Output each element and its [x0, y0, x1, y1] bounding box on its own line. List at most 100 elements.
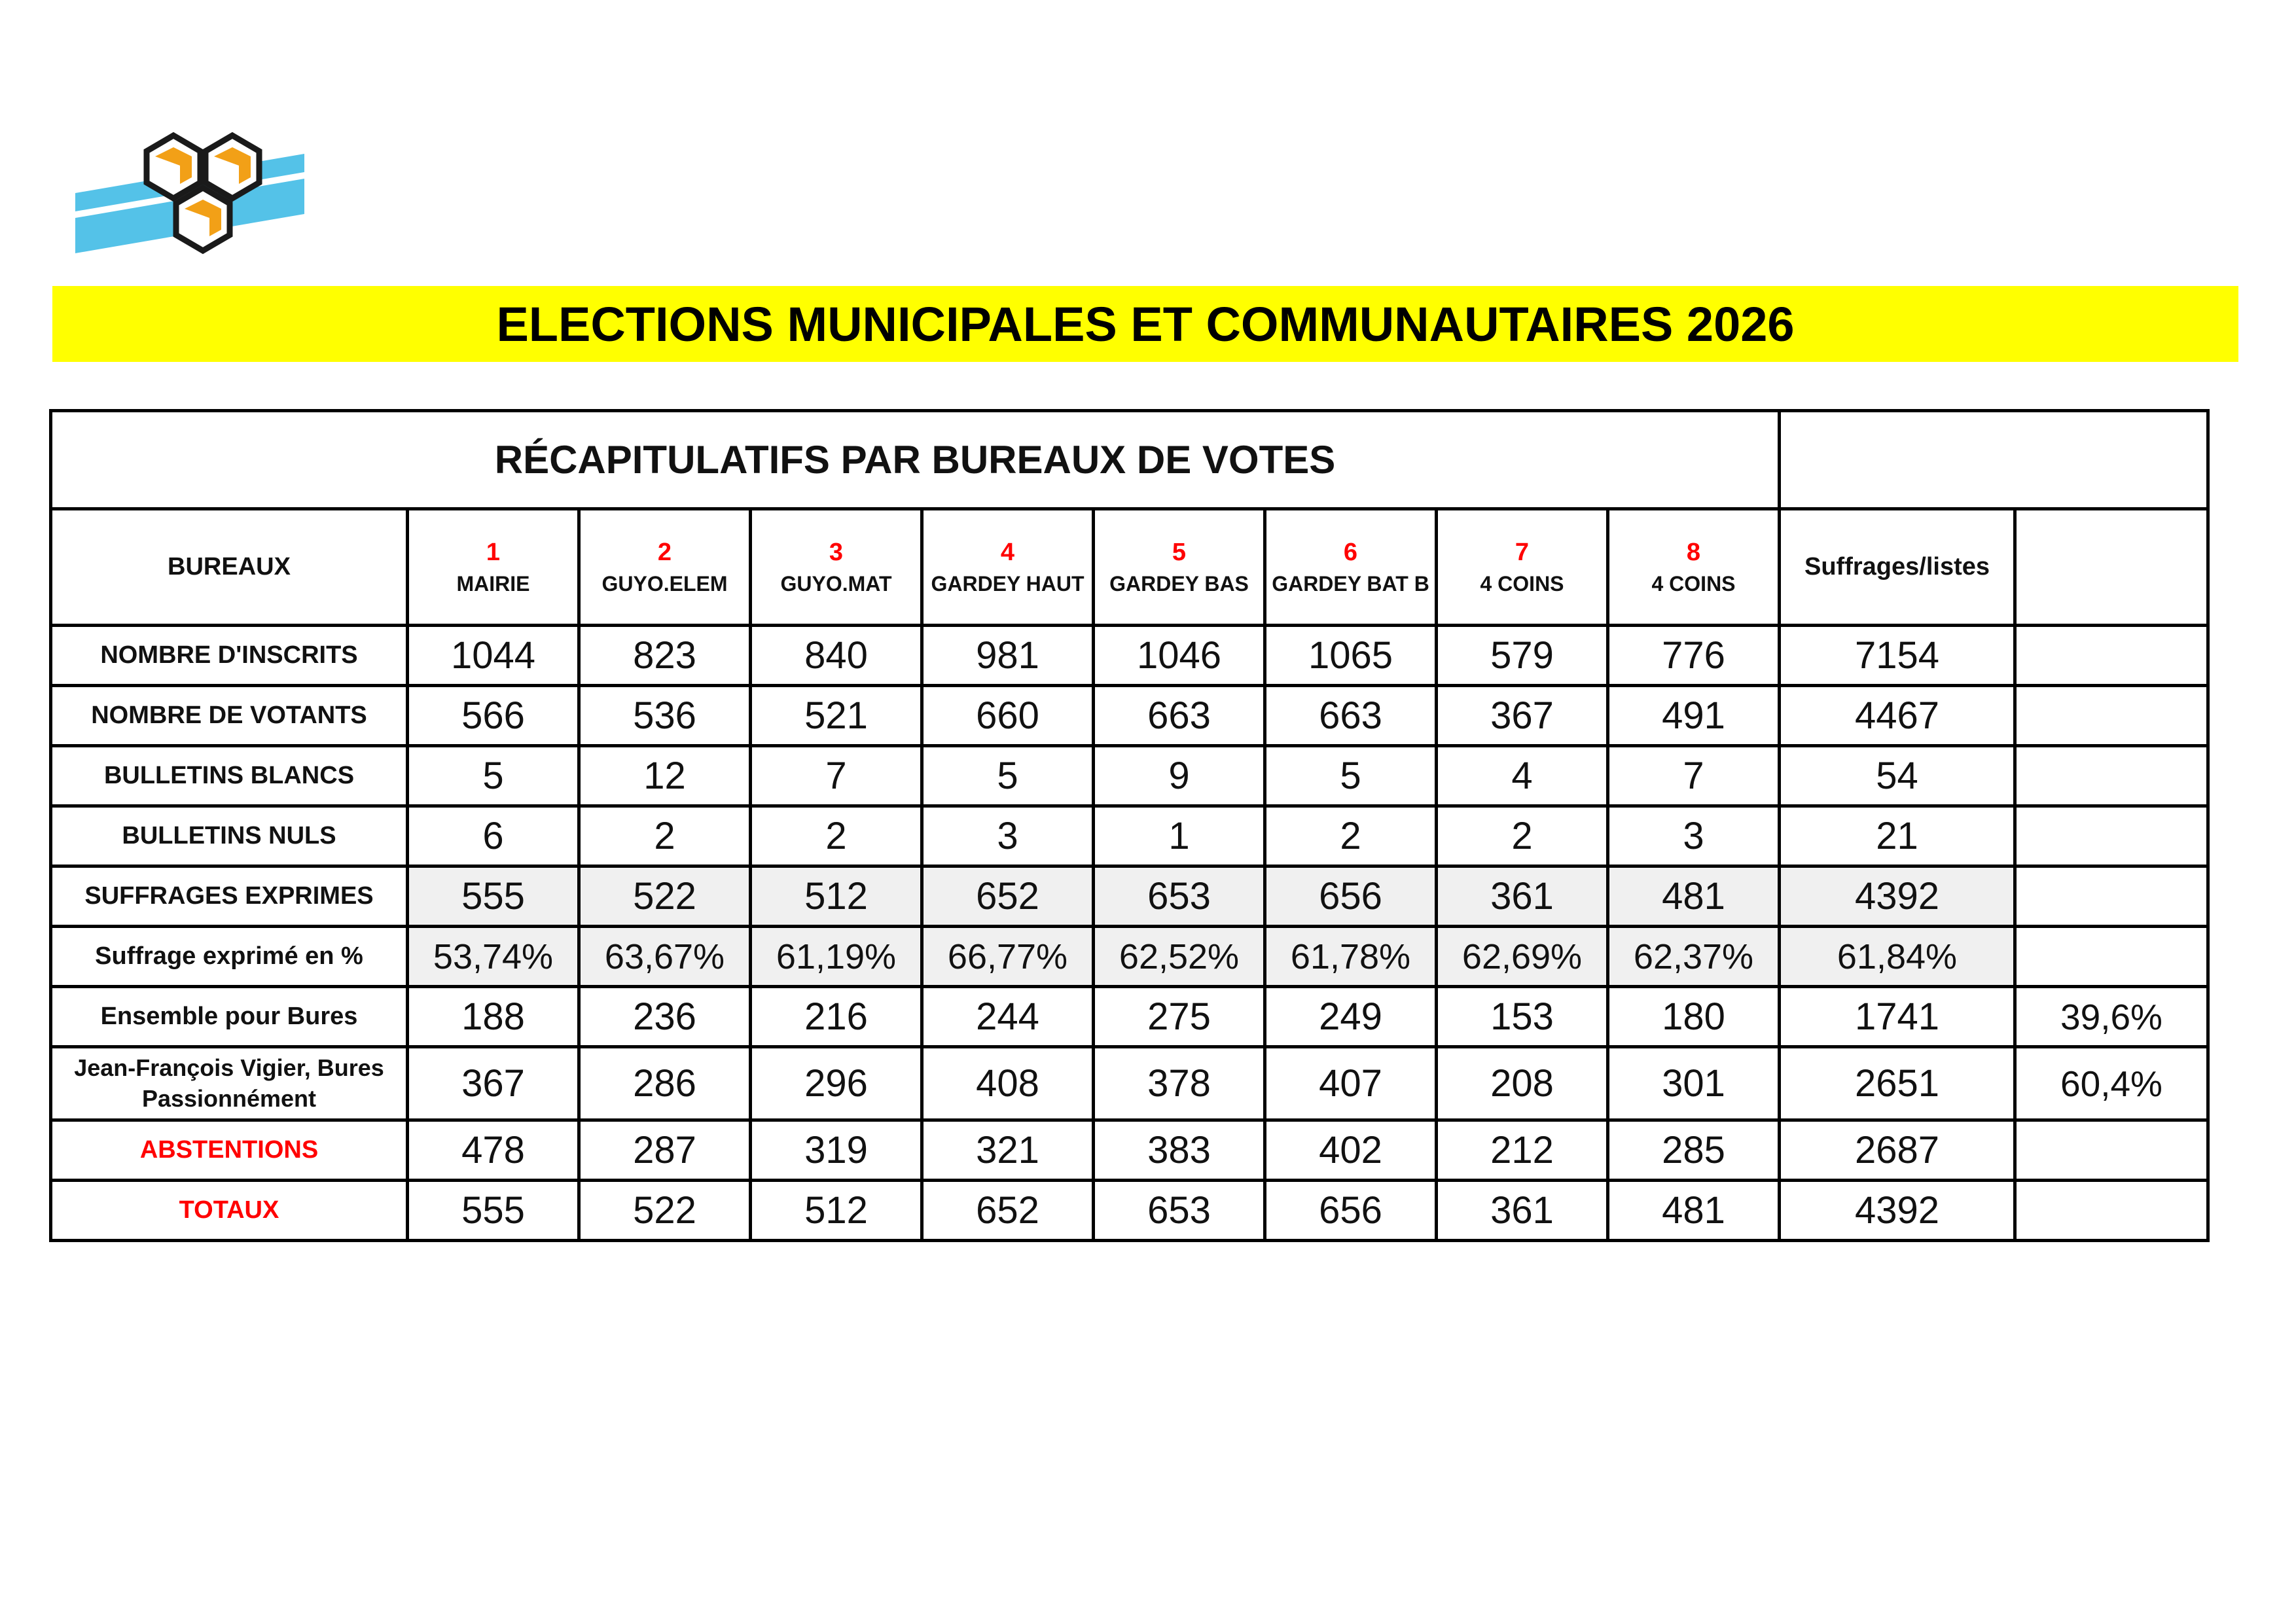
data-cell: 361: [1435, 1179, 1609, 1242]
bureau-name: 4 COINS: [1651, 571, 1736, 596]
data-cell: 652: [920, 865, 1095, 928]
data-cell: 53,74%: [406, 925, 581, 988]
spacer: [2013, 624, 2210, 687]
data-cell: 5: [1263, 744, 1438, 808]
data-cell: 407: [1263, 1045, 1438, 1122]
data-cell: 208: [1435, 1045, 1609, 1122]
row-label: NOMBRE DE VOTANTS: [49, 684, 409, 747]
data-cell: 12: [577, 744, 752, 808]
data-cell: 367: [406, 1045, 581, 1122]
bureau-name: GUYO.ELEM: [601, 571, 728, 596]
spacer: [2013, 1118, 2210, 1182]
data-cell: 367: [1435, 684, 1609, 747]
data-cell: 555: [406, 865, 581, 928]
data-cell: 2: [1263, 804, 1438, 868]
data-cell: 512: [749, 865, 924, 928]
data-cell: 296: [749, 1045, 924, 1122]
bureau-name: GARDEY HAUT: [931, 571, 1085, 596]
col-header-4-coins-7: 7 4 COINS: [1435, 507, 1609, 627]
data-cell: 408: [920, 1045, 1095, 1122]
data-cell: 3: [920, 804, 1095, 868]
row-label: NOMBRE D'INSCRITS: [49, 624, 409, 687]
col-header-mairie: 1 MAIRIE: [406, 507, 581, 627]
spacer: [2013, 804, 2210, 868]
row-abstentions: ABSTENTIONS 478 287 319 321 383 402 212 …: [49, 1118, 2210, 1182]
col-header-gardey-haut: 4 GARDEY HAUT: [920, 507, 1095, 627]
row-label: Suffrage exprimé en %: [49, 925, 409, 988]
data-cell: 521: [749, 684, 924, 747]
data-cell: 62,37%: [1606, 925, 1781, 988]
data-cell: 840: [749, 624, 924, 687]
data-cell: 5: [406, 744, 581, 808]
data-cell: 663: [1263, 684, 1438, 747]
data-cell: 478: [406, 1118, 581, 1182]
data-cell: 236: [577, 985, 752, 1048]
data-cell: 481: [1606, 865, 1781, 928]
data-cell: 402: [1263, 1118, 1438, 1182]
data-cell: 62,52%: [1092, 925, 1266, 988]
total-cell: 4467: [1778, 684, 2017, 747]
data-cell: 7: [1606, 744, 1781, 808]
bureau-name: GARDEY BAT B: [1272, 571, 1429, 596]
data-cell: 212: [1435, 1118, 1609, 1182]
bureau-name: MAIRIE: [456, 571, 530, 596]
row-vigier-bures-passionnement: Jean-François Vigier, Bures Passionnémen…: [49, 1045, 2210, 1122]
row-bulletins-nuls: BULLETINS NULS 6 2 2 3 1 2 2 3 21: [49, 804, 2210, 868]
data-cell: 319: [749, 1118, 924, 1182]
col-header-4-coins-8: 8 4 COINS: [1606, 507, 1781, 627]
spacer: [2013, 507, 2210, 627]
row-label: BULLETINS BLANCS: [49, 744, 409, 808]
bureau-name: 4 COINS: [1480, 571, 1564, 596]
total-cell: 1741: [1778, 985, 2017, 1048]
data-cell: 1046: [1092, 624, 1266, 687]
data-cell: 653: [1092, 865, 1266, 928]
bureau-number: 3: [829, 538, 844, 566]
spacer: [2013, 925, 2210, 988]
data-cell: 491: [1606, 684, 1781, 747]
logo-hexagons: [143, 132, 262, 255]
data-cell: 216: [749, 985, 924, 1048]
data-cell: 62,69%: [1435, 925, 1609, 988]
data-cell: 301: [1606, 1045, 1781, 1122]
data-cell: 566: [406, 684, 581, 747]
data-cell: 536: [577, 684, 752, 747]
data-cell: 249: [1263, 985, 1438, 1048]
data-cell: 153: [1435, 985, 1609, 1048]
spacer: [2013, 744, 2210, 808]
data-cell: 3: [1606, 804, 1781, 868]
data-cell: 653: [1092, 1179, 1266, 1242]
data-cell: 823: [577, 624, 752, 687]
total-cell: 4392: [1778, 1179, 2017, 1242]
data-cell: 180: [1606, 985, 1781, 1048]
data-cell: 555: [406, 1179, 581, 1242]
total-cell: 54: [1778, 744, 2017, 808]
data-cell: 285: [1606, 1118, 1781, 1182]
suffrages-listes-header: Suffrages/listes: [1778, 507, 2017, 627]
data-cell: 481: [1606, 1179, 1781, 1242]
spacer: [2013, 684, 2210, 747]
data-cell: 776: [1606, 624, 1781, 687]
bureau-number: 1: [486, 538, 501, 566]
data-cell: 287: [577, 1118, 752, 1182]
bureau-number: 8: [1686, 538, 1701, 566]
data-cell: 1: [1092, 804, 1266, 868]
data-cell: 981: [920, 624, 1095, 687]
data-cell: 321: [920, 1118, 1095, 1182]
data-cell: 361: [1435, 865, 1609, 928]
row-label: BULLETINS NULS: [49, 804, 409, 868]
bureau-number: 7: [1515, 538, 1530, 566]
total-cell: 2687: [1778, 1118, 2017, 1182]
data-cell: 4: [1435, 744, 1609, 808]
row-suffrage-exprime-pct: Suffrage exprimé en % 53,74% 63,67% 61,1…: [49, 925, 2210, 988]
data-cell: 244: [920, 985, 1095, 1048]
bureau-number: 4: [1000, 538, 1015, 566]
data-cell: 1065: [1263, 624, 1438, 687]
row-label: Ensemble pour Bures: [49, 985, 409, 1048]
data-cell: 286: [577, 1045, 752, 1122]
spacer: [2013, 1179, 2210, 1242]
data-cell: 61,19%: [749, 925, 924, 988]
data-cell: 9: [1092, 744, 1266, 808]
total-cell: 7154: [1778, 624, 2017, 687]
total-cell: 21: [1778, 804, 2017, 868]
